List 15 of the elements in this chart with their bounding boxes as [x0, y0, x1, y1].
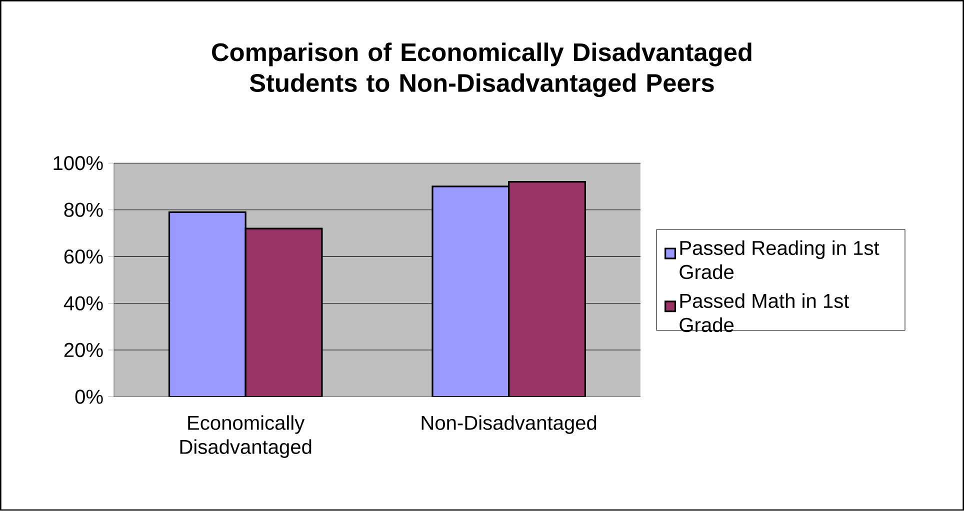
bar — [508, 181, 586, 397]
y-tick-label: 20% — [64, 343, 103, 358]
y-tick-label: 60% — [64, 250, 103, 264]
y-tick-label: 0% — [75, 390, 103, 404]
y-tick-label: 40% — [64, 296, 103, 311]
chart-title: Comparison of Economically Disadvantaged Students to Non-Disadvantaged Peers — [212, 42, 752, 98]
y-tick-label: 100% — [54, 156, 103, 170]
y-tick-label: 80% — [64, 202, 103, 218]
x-tick-label: Economically Disadvantaged — [180, 415, 312, 458]
bar — [244, 228, 323, 397]
legend-label: Passed Reading in 1st Grade — [680, 240, 880, 280]
x-tick-label: Non-Disadvantaged — [422, 415, 596, 434]
bar — [168, 211, 246, 397]
legend-label: Passed Math in 1st Grade — [680, 293, 850, 332]
bar — [432, 186, 510, 397]
